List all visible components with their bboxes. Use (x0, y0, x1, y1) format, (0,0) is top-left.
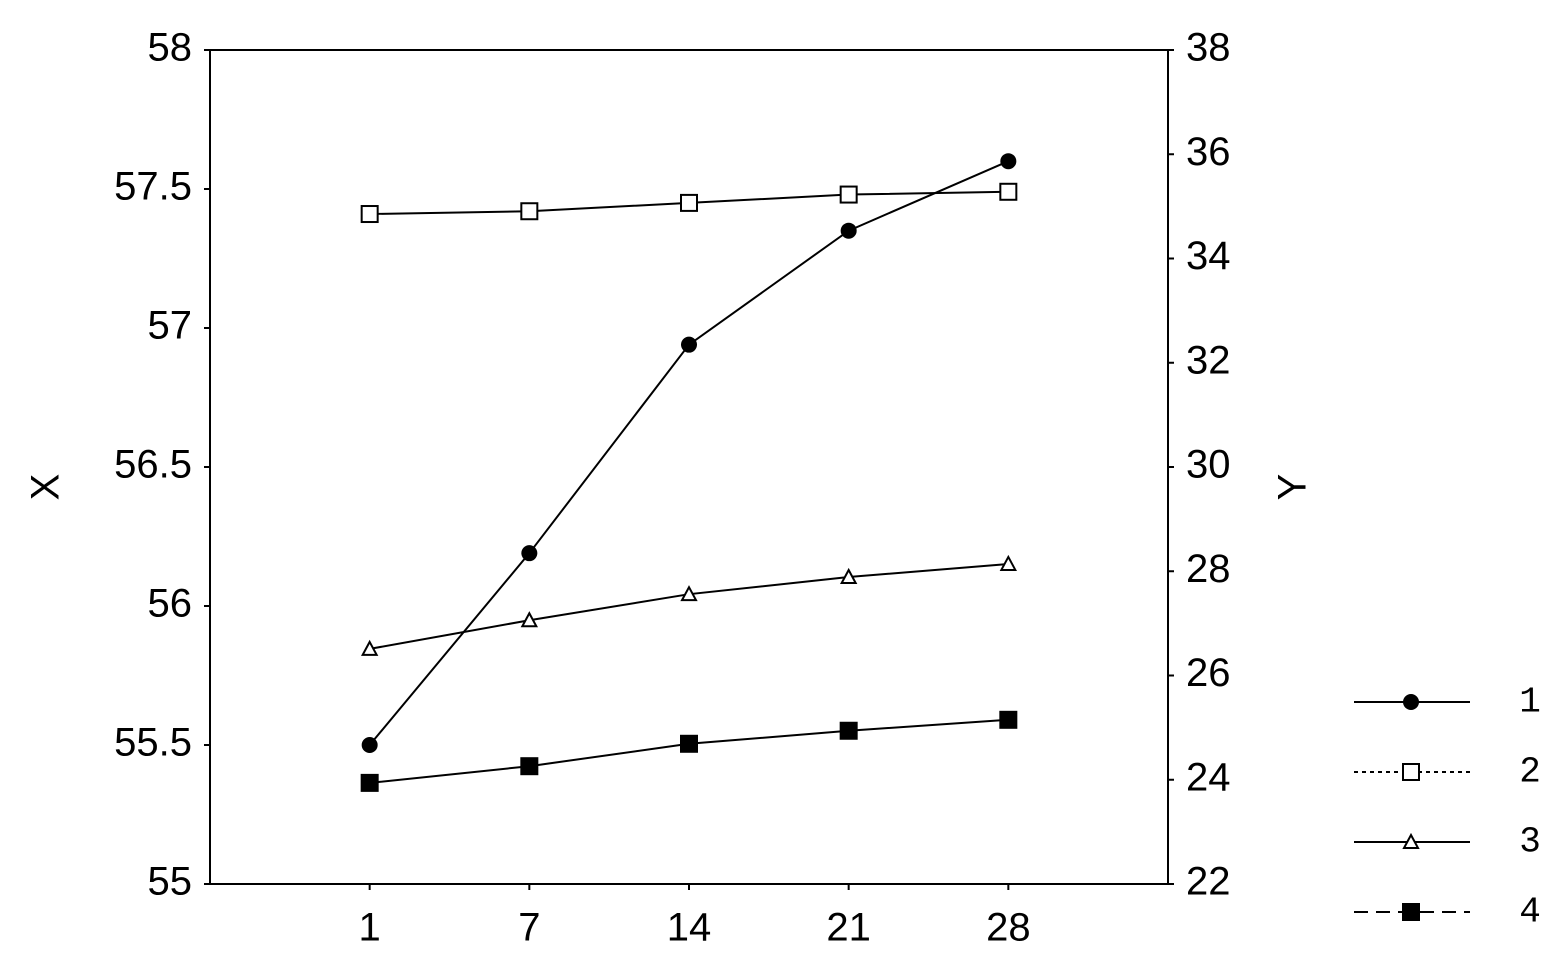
marker (1402, 903, 1420, 921)
x-tick-label: 21 (826, 906, 871, 950)
y2-tick-label: 38 (1186, 26, 1231, 70)
x-tick-label: 28 (986, 906, 1031, 950)
y2-axis-title: Y (1271, 474, 1315, 501)
y2-tick-label: 36 (1186, 130, 1231, 174)
marker (839, 567, 858, 584)
y-axis-title: X (24, 474, 68, 501)
legend-label: 3 (1519, 822, 1541, 863)
y2-tick-label: 22 (1186, 860, 1231, 904)
y2-tick-label: 26 (1186, 651, 1231, 695)
marker (999, 554, 1018, 571)
marker (1402, 763, 1420, 781)
y-tick-label: 57 (148, 304, 193, 348)
marker (1000, 153, 1017, 170)
marker (680, 585, 698, 602)
y2-tick-label: 30 (1186, 443, 1231, 487)
series-line (369, 562, 1009, 650)
y-tick-label: 57.5 (114, 165, 192, 209)
marker (360, 639, 379, 656)
marker (840, 222, 857, 239)
legend-label: 2 (1519, 752, 1541, 793)
marker (1403, 694, 1419, 710)
legend-label: 1 (1519, 682, 1541, 723)
y-tick-label: 55 (148, 860, 193, 904)
marker (360, 205, 379, 224)
marker (360, 773, 379, 792)
y2-tick-label: 24 (1186, 755, 1231, 799)
legend-label: 4 (1519, 892, 1541, 933)
series-line (368, 160, 1009, 746)
y2-tick-label: 34 (1186, 234, 1231, 278)
marker (521, 545, 538, 562)
marker (999, 182, 1018, 201)
marker (1402, 832, 1420, 849)
marker (839, 721, 858, 740)
x-tick-label: 14 (667, 906, 712, 950)
marker (520, 202, 539, 221)
plot-frame (209, 49, 1169, 885)
y-tick-label: 56.5 (114, 443, 192, 487)
marker (520, 611, 539, 628)
marker (999, 710, 1018, 729)
marker (839, 185, 858, 204)
y-tick-label: 56 (148, 582, 193, 626)
y2-tick-label: 28 (1186, 547, 1231, 591)
marker (681, 336, 697, 353)
y-tick-label: 58 (148, 26, 193, 70)
y-tick-label: 55.5 (114, 721, 192, 765)
x-tick-label: 1 (359, 906, 381, 950)
marker (520, 757, 539, 776)
marker (361, 737, 378, 753)
y2-tick-label: 32 (1186, 338, 1231, 382)
marker (680, 734, 698, 753)
marker (680, 193, 698, 212)
x-tick-label: 7 (518, 906, 540, 950)
